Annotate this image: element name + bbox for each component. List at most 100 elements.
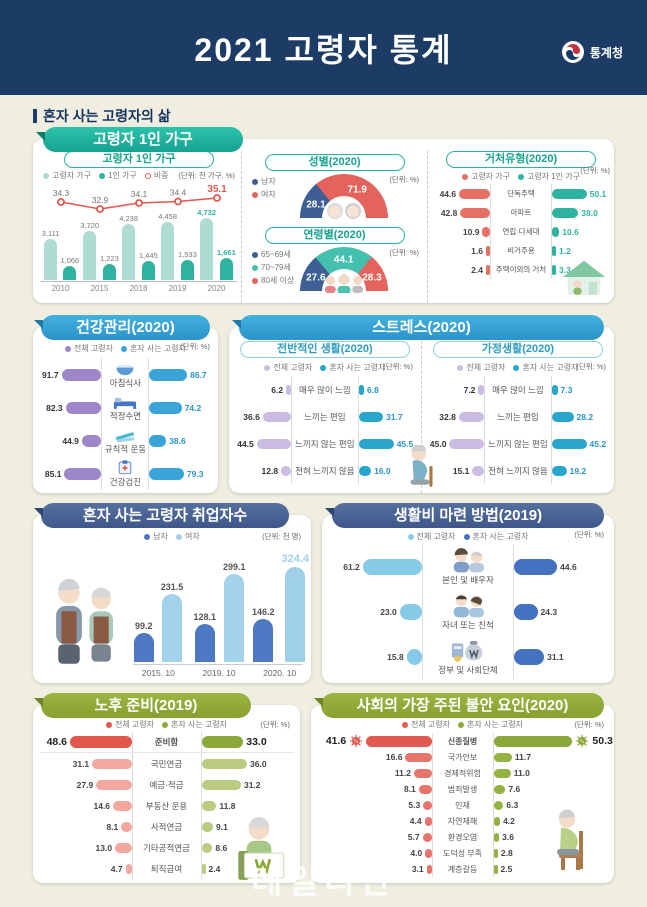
row-label-cell: 계층갈등 xyxy=(431,861,494,877)
chart-row: 36.6 느끼는 편임 31.7 xyxy=(237,403,413,430)
svg-text:34.3: 34.3 xyxy=(53,188,70,198)
panel-health-care: 건강관리(2020) (단위: %) 전체 고령자 혼자 사는 고령자 91.7 아… xyxy=(33,315,218,493)
value-label: 1,661 xyxy=(217,248,236,258)
bar xyxy=(358,384,365,395)
bar xyxy=(358,411,384,422)
value-label: 45.2 xyxy=(589,438,607,449)
panel-employed-elderly: 혼자 사는 고령자 취업자수 (단위: 천 명) 남자 여자 99.2 231.5 1… xyxy=(33,503,311,683)
legend-dot xyxy=(252,264,258,271)
legend-dot xyxy=(513,364,520,371)
legend: 고령자 가구 1인 가구 비중 xyxy=(43,170,169,181)
row-label: 느끼지 않는 편임 xyxy=(488,438,548,449)
bar xyxy=(358,465,372,476)
bar-wrap: 4,458 xyxy=(158,212,177,280)
row-label-cell: 아침식사 xyxy=(101,358,150,391)
x-axis: 2010 2015 2018 2019 2020 xyxy=(41,281,237,295)
value-label: 11.2 xyxy=(394,768,411,778)
bar xyxy=(514,648,545,665)
legend-item: 전체 고령자 xyxy=(407,531,456,542)
chart-subtitle: 전반적인 생활(2020) xyxy=(239,341,410,358)
bar-wrap: 4,732 xyxy=(197,208,216,280)
left-bar-cell: 8.1 xyxy=(319,784,432,794)
bar xyxy=(201,821,213,832)
legend-label: 혼자 사는 고령자 xyxy=(171,720,227,729)
row-label-cell: 환경오염 xyxy=(431,829,494,845)
value-label: 3.1 xyxy=(411,864,424,874)
legend-label: 고령자 1인 가구 xyxy=(526,172,581,181)
row-label-cell: 경제적위험 xyxy=(431,765,494,781)
bar xyxy=(180,259,194,280)
row-label: 자연재해 xyxy=(447,816,478,826)
page-title: 2021 고령자 통계 xyxy=(194,31,453,68)
chart-row: 2.4 주택이외의 거처 3.3 xyxy=(434,260,608,279)
bar xyxy=(552,207,579,218)
bar xyxy=(551,438,587,449)
row-label: 비거주용 xyxy=(507,246,535,255)
legend-item: 혼자 사는 고령자 xyxy=(320,362,385,373)
right-bar-cell: 19.2 xyxy=(551,465,606,476)
left-bar-cell: 27.9 xyxy=(39,779,132,790)
right-bar-cell: 38.6 xyxy=(149,434,211,447)
bar-wrap: 1,066 xyxy=(60,256,79,280)
right-bar-cell: 79.3 xyxy=(149,467,211,480)
legend-item: 혼자 사는 고령자 xyxy=(513,362,578,373)
segment-value: 27.6 xyxy=(306,272,326,284)
unit-label: (단위: 천 명) xyxy=(262,532,301,541)
value-label: 231.5 xyxy=(160,581,184,592)
row-label: 범죄발생 xyxy=(447,784,478,794)
left-bar-cell: 12.8 xyxy=(237,465,291,476)
row-label-cell: 정부 및 사회단체 xyxy=(422,634,514,679)
bar-group: 4,458 1,533 xyxy=(158,208,197,280)
legend-dot xyxy=(43,172,49,179)
row-label: 도덕성 부족 xyxy=(442,848,483,858)
chart-age: 연령별(2020) (단위: %) 65~69세 70~79세 80세 이상 27.… xyxy=(248,227,421,298)
page-header: 2021 고령자 통계 통계청 xyxy=(0,0,647,95)
row-prep-anxiety: 노후 준비(2019) (단위: %) 전체 고령자 혼자 사는 고령자 48.6… xyxy=(33,693,614,883)
legend-item: 혼자 사는 고령자 xyxy=(162,719,227,730)
row-label: 규칙적 운동 xyxy=(104,443,147,454)
legend-label: 전체 고령자 xyxy=(416,532,456,541)
legend-item: 여자 xyxy=(176,531,200,542)
value-label: 41.6 xyxy=(325,735,347,747)
chart-row: 15.1 전혀 느끼지 않음 19.2 xyxy=(430,457,606,484)
bar xyxy=(133,632,154,662)
bar xyxy=(149,368,188,381)
value-label: 11.0 xyxy=(513,768,530,778)
section-heading: 혼자 사는 고령자의 삶 xyxy=(33,107,614,125)
value-label: 27.9 xyxy=(76,779,94,790)
exercise-icon xyxy=(113,427,137,442)
panel-title: 고령자 1인 가구 xyxy=(93,131,193,148)
panel-title-pill: 혼자 사는 고령자 취업자수 xyxy=(34,503,289,528)
row-label: 환경오염 xyxy=(447,832,478,842)
left-bar-cell: 4.0 xyxy=(319,848,432,858)
legend: 전체 고령자 혼자 사는 고령자 xyxy=(311,719,614,730)
value-label: 1,223 xyxy=(100,253,119,263)
row-label-cell: 매우 많이 느낌 xyxy=(290,376,359,403)
chart-row: 91.7 아침식사 86.7 xyxy=(39,358,212,391)
right-bar-cell: 9.1 xyxy=(201,821,295,832)
panel-title: 노후 준비(2019) xyxy=(94,697,198,714)
legend-label: 전체 고령자 xyxy=(466,363,506,372)
bar xyxy=(551,411,574,422)
chart-stress-home: 가정생활(2020) (단위: %) 전체 고령자 혼자 사는 고령자 7.2 매우… xyxy=(420,341,614,493)
value-label: 33.0 xyxy=(246,736,267,748)
value-label: 4.7 xyxy=(110,863,123,874)
left-bar-cell: 42.8 xyxy=(434,207,490,218)
bar-group: 146.2 324.4 xyxy=(252,553,309,662)
left-bar-cell: 31.1 xyxy=(39,758,132,769)
unit-label: (단위: %) xyxy=(260,720,290,729)
chart-stress-overall: 전반적인 생활(2020) (단위: %) 전체 고령자 혼자 사는 고령자 6.… xyxy=(229,341,421,493)
right-bar-cell: 28.2 xyxy=(551,411,606,422)
row-label-cell: 연립·다세대 xyxy=(490,222,552,241)
row-label: 기타공적연금 xyxy=(143,842,190,853)
chart-row: 48.6 준비함 33.0 xyxy=(39,732,294,753)
pair-bar-chart: 48.6 준비함 33.0 31.1 국민연금 36.0 27.9 예금·적금 31.2 14.6… xyxy=(33,732,300,879)
bar-group: 128.1 299.1 xyxy=(193,562,246,662)
legend-item: 80세 이상 xyxy=(252,275,294,286)
row-label-cell: 주택이외의 거처 xyxy=(490,260,552,279)
row-label: 느끼는 편임 xyxy=(304,411,346,422)
bar xyxy=(115,842,132,853)
legend-item: 남자 xyxy=(144,531,168,542)
x-tick-label: 2020. 10 xyxy=(263,668,297,678)
right-bar-cell: 3.6 xyxy=(493,832,607,842)
